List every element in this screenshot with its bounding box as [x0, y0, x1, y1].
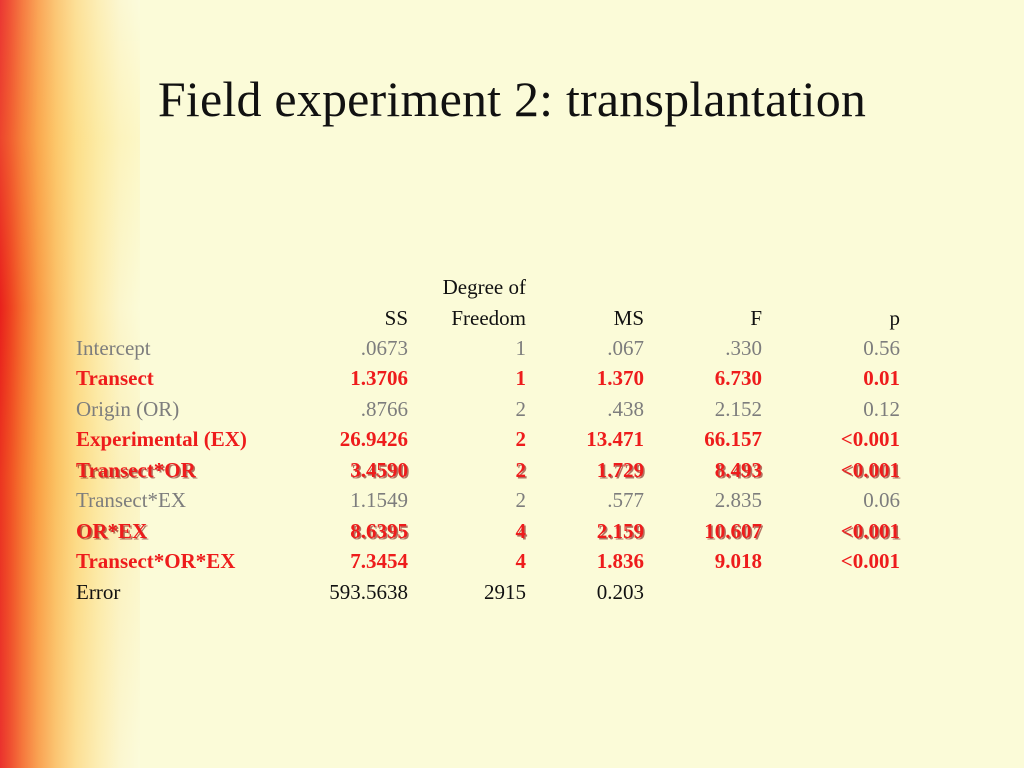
- table-row: Transect 1.3706 1 1.370 6.730 0.01: [76, 363, 900, 394]
- slide-title: Field experiment 2: transplantation: [157, 71, 867, 127]
- table-row: Experimental (EX) 26.9426 2 13.471 66.15…: [76, 424, 900, 455]
- cell-df: 2915: [484, 579, 526, 604]
- table-row: Transect*EX 1.1549 2 .577 2.835 0.06: [76, 485, 900, 516]
- cell-f: 8.493: [714, 457, 762, 482]
- cell-p: 0.06: [863, 488, 900, 512]
- cell-ss: 26.9426: [339, 427, 408, 451]
- cell-p: <0.001: [840, 518, 900, 543]
- row-label: Transect*OR: [76, 457, 196, 482]
- header-source: [76, 272, 286, 303]
- cell-df: 4: [515, 518, 527, 543]
- cell-f: 2.152: [714, 396, 762, 421]
- cell-ss: 8.6395: [350, 518, 408, 543]
- cell-ms: .438: [607, 396, 644, 421]
- row-label: Error: [76, 579, 121, 604]
- table-row: Intercept .0673 1 .067 .330 0.56: [76, 333, 900, 364]
- cell-ss: .8766: [360, 396, 408, 421]
- cell-ms: 1.836: [596, 549, 644, 573]
- cell-f: 2.835: [714, 488, 762, 512]
- cell-ss: 593.5638: [329, 579, 408, 604]
- cell-p: <0.001: [840, 427, 900, 451]
- cell-p: <0.001: [840, 457, 900, 482]
- cell-df: 1: [515, 335, 527, 360]
- row-label: OR*EX: [76, 518, 148, 543]
- cell-p: <0.001: [840, 549, 900, 573]
- cell-ms: .577: [607, 488, 644, 512]
- row-label: Transect*EX: [76, 488, 187, 512]
- table-row: OR*EX 8.6395 4 2.159 10.607 <0.001: [76, 516, 900, 547]
- cell-ms: 1.729: [596, 457, 644, 482]
- header-p: p: [889, 305, 901, 330]
- table-row: Error 593.5638 2915 0.203: [76, 577, 900, 608]
- header-df-line2: Freedom: [451, 305, 526, 330]
- cell-f: 66.157: [704, 427, 762, 451]
- header-f: F: [750, 305, 762, 330]
- cell-f: [644, 577, 762, 608]
- cell-ss: .0673: [360, 335, 408, 360]
- row-label: Origin (OR): [76, 396, 180, 421]
- row-label: Experimental (EX): [76, 427, 247, 451]
- table-row: Transect*OR*EX 7.3454 4 1.836 9.018 <0.0…: [76, 546, 900, 577]
- cell-df: 4: [515, 549, 527, 573]
- anova-table: Degree of SS Freedom MS F p Intercept .0…: [76, 272, 900, 607]
- header-ss: SS: [384, 305, 408, 330]
- cell-ss: 3.4590: [350, 457, 408, 482]
- cell-df: 2: [515, 457, 527, 482]
- cell-p: 0.01: [863, 366, 900, 390]
- cell-p: 0.56: [863, 335, 900, 360]
- cell-f: 9.018: [714, 549, 762, 573]
- row-label: Intercept: [76, 335, 151, 360]
- header-ms: MS: [613, 305, 644, 330]
- cell-p: [762, 577, 900, 608]
- cell-ms: 2.159: [596, 518, 644, 543]
- table-row: Origin (OR) .8766 2 .438 2.152 0.12: [76, 394, 900, 425]
- cell-df: 2: [515, 427, 527, 451]
- row-label: Transect: [76, 366, 154, 390]
- cell-ms: .067: [607, 335, 644, 360]
- cell-p: 0.12: [863, 396, 900, 421]
- cell-ss: 1.3706: [350, 366, 408, 390]
- row-label: Transect*OR*EX: [76, 549, 236, 573]
- cell-ms: 1.370: [596, 366, 644, 390]
- decorative-gradient-stripe: [0, 0, 140, 768]
- cell-ms: 0.203: [596, 579, 644, 604]
- cell-ss: 7.3454: [350, 549, 408, 573]
- cell-f: 6.730: [714, 366, 762, 390]
- cell-df: 2: [515, 488, 527, 512]
- cell-df: 1: [515, 366, 527, 390]
- header-df-line1: Degree of: [442, 275, 526, 299]
- cell-f: 10.607: [704, 518, 762, 543]
- cell-f: .330: [725, 335, 762, 360]
- cell-ss: 1.1549: [350, 488, 408, 512]
- cell-ms: 13.471: [586, 427, 644, 451]
- cell-df: 2: [515, 396, 527, 421]
- table-row: Transect*OR 3.4590 2 1.729 8.493 <0.001: [76, 455, 900, 486]
